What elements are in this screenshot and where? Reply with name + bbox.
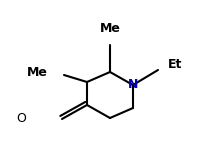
Text: N: N (128, 79, 138, 91)
Text: O: O (16, 112, 26, 126)
Text: Et: Et (168, 58, 182, 71)
Text: Me: Me (100, 22, 120, 35)
Text: Me: Me (27, 66, 48, 79)
